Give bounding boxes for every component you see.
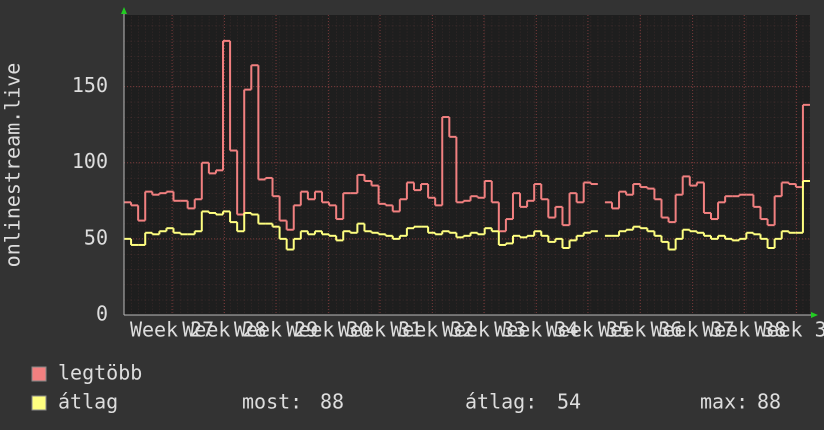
y-tick-label: 0 <box>96 302 108 326</box>
stat-label: átlag: <box>465 390 537 414</box>
series <box>124 39 810 251</box>
legend-label: átlag <box>58 390 118 414</box>
x-tick-label: Week 34 <box>494 318 578 342</box>
x-tick-label: Week 35 <box>546 318 630 342</box>
axis-arrow <box>121 7 127 14</box>
legend: legtöbb átlag most: 88 átlag: 54 max: 88 <box>31 361 781 414</box>
stat-label: most: <box>242 390 302 414</box>
minor-grid <box>124 15 810 315</box>
y-axis-label: onlinestream.live <box>1 63 25 268</box>
x-tick-label: Week 29 <box>234 318 318 342</box>
x-tick-label: Week 37 <box>650 318 734 342</box>
x-tick-label: Week 39 <box>754 318 824 342</box>
x-tick-label: Week 36 <box>598 318 682 342</box>
legend-swatch <box>31 366 47 382</box>
x-tick-label: Week 31 <box>338 318 422 342</box>
x-tick-label: Week 38 <box>702 318 786 342</box>
y-tick-label: 150 <box>72 73 108 97</box>
x-tick-label: Week 27 <box>130 318 214 342</box>
legend-swatch <box>31 395 47 411</box>
x-tick-label: Week 32 <box>390 318 474 342</box>
x-tick-label: Week 30 <box>286 318 370 342</box>
stat-value: 88 <box>757 390 781 414</box>
stat-label: max: <box>700 390 748 414</box>
stat-value: 88 <box>320 390 344 414</box>
stat-value: 54 <box>557 390 581 414</box>
y-tick-label: 50 <box>84 225 108 249</box>
x-tick-label: Week 28 <box>182 318 266 342</box>
axis-arrow <box>811 312 818 318</box>
y-tick-label: 100 <box>72 149 108 173</box>
x-tick-label: Week 33 <box>442 318 526 342</box>
legend-label: legtöbb <box>58 361 142 385</box>
